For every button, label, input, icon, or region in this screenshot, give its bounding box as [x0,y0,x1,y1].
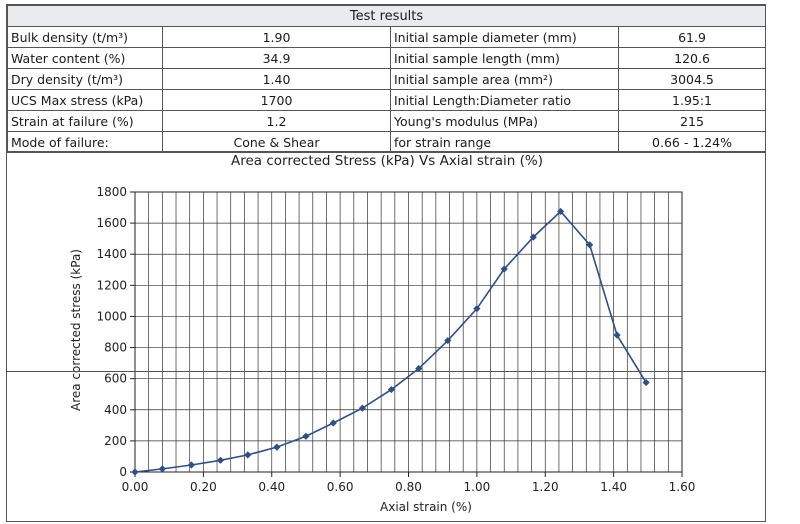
y-tick-label: 1400 [96,247,127,261]
y-tick-label: 1000 [96,309,127,323]
data-point [613,332,620,339]
row-value: 34.9 [163,48,391,69]
footer-divider [7,371,765,378]
y-tick-label: 400 [104,403,127,417]
row-value: 1.95:1 [619,90,766,111]
table-row: Dry density (t/m³) 1.40 Initial sample a… [8,69,766,90]
table-row: Mode of failure: Cone & Shear for strain… [8,132,766,153]
row-label: UCS Max stress (kPa) [8,90,163,111]
x-tick-label: 0.20 [190,480,217,494]
row-label: Dry density (t/m³) [8,69,163,90]
series-line [135,211,646,472]
x-axis-title: Axial strain (%) [380,500,472,514]
row-value: 120.6 [619,48,766,69]
row-label: Initial sample length (mm) [391,48,619,69]
test-results-table: Test results Bulk density (t/m³) 1.90 In… [7,5,766,153]
row-label: Mode of failure: [8,132,163,153]
test-report-sheet: Test results Bulk density (t/m³) 1.90 In… [6,4,766,522]
x-tick-label: 0.80 [395,480,422,494]
row-value: Cone & Shear [163,132,391,153]
data-point [302,433,309,440]
row-label: Initial sample area (mm²) [391,69,619,90]
y-tick-label: 1600 [96,216,127,230]
y-tick-label: 800 [104,341,127,355]
row-value: 1700 [163,90,391,111]
data-point [188,461,195,468]
table-row: Water content (%) 34.9 Initial sample le… [8,48,766,69]
row-value: 61.9 [619,27,766,48]
chart-series [131,208,649,476]
row-label: Bulk density (t/m³) [8,27,163,48]
row-label: Young's modulus (MPa) [391,111,619,132]
data-point [330,419,337,426]
y-tick-label: 0 [119,465,127,479]
data-point [273,444,280,451]
y-tick-label: 200 [104,434,127,448]
chart-title: Area corrected Stress (kPa) Vs Axial str… [231,153,543,169]
y-tick-label: 1200 [96,278,127,292]
x-tick-label: 1.40 [600,480,627,494]
row-label: Initial sample diameter (mm) [391,27,619,48]
data-point [643,379,650,386]
data-point [217,457,224,464]
data-point [159,465,166,472]
y-axis-title: Area corrected stress (kPa) [69,249,83,411]
row-label: for strain range [391,132,619,153]
table-row: Strain at failure (%) 1.2 Young's modulu… [8,111,766,132]
row-label: Strain at failure (%) [8,111,163,132]
chart-area: Area corrected Stress (kPa) Vs Axial str… [7,151,765,524]
table-row: UCS Max stress (kPa) 1700 Initial Length… [8,90,766,111]
y-tick-label: 1800 [96,185,127,199]
chart-grid [135,192,682,472]
x-tick-label: 1.60 [669,480,696,494]
stress-strain-chart: Area corrected Stress (kPa) Vs Axial str… [7,152,765,518]
row-value: 1.40 [163,69,391,90]
row-value: 215 [619,111,766,132]
data-point [244,451,251,458]
row-value: 3004.5 [619,69,766,90]
x-tick-label: 1.00 [464,480,491,494]
table-title: Test results [8,6,766,27]
row-value: 1.90 [163,27,391,48]
x-tick-label: 0.40 [258,480,285,494]
table-row: Bulk density (t/m³) 1.90 Initial sample … [8,27,766,48]
row-label: Water content (%) [8,48,163,69]
x-tick-label: 0.00 [122,480,149,494]
row-value: 0.66 - 1.24% [619,132,766,153]
x-tick-label: 1.20 [532,480,559,494]
row-value: 1.2 [163,111,391,132]
data-point [131,468,138,475]
x-tick-label: 0.60 [327,480,354,494]
row-label: Initial Length:Diameter ratio [391,90,619,111]
